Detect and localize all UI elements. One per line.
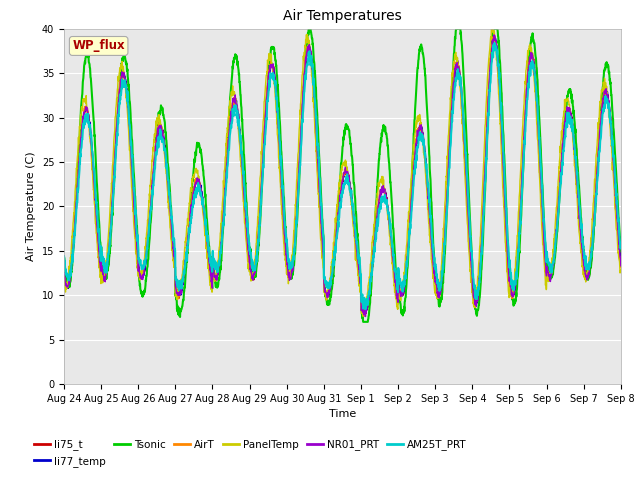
AM25T_PRT [371,243,379,249]
AirT [358,309,366,314]
li75_t [216,262,223,267]
li77_temp [360,313,368,319]
li75_t [371,237,379,242]
NR01_PRT [568,119,576,124]
NR01_PRT [60,271,68,276]
PanelTemp [216,244,223,250]
li77_temp [358,305,366,311]
Line: AM25T_PRT: AM25T_PRT [64,43,621,309]
AM25T_PRT [617,242,625,248]
PanelTemp [60,275,68,280]
Text: WP_flux: WP_flux [72,39,125,52]
Line: li77_temp: li77_temp [64,37,621,316]
Line: PanelTemp: PanelTemp [64,29,621,316]
AirT [359,313,367,319]
AM25T_PRT [505,254,513,260]
Tsonic [359,319,367,325]
AM25T_PRT [358,292,366,298]
PanelTemp [358,309,366,315]
li77_temp [617,257,625,263]
Tsonic [371,218,379,224]
AirT [505,276,513,281]
li75_t [584,274,591,280]
AM25T_PRT [584,262,591,268]
NR01_PRT [216,261,223,267]
AM25T_PRT [60,253,68,259]
li75_t [358,307,366,312]
Line: NR01_PRT: NR01_PRT [64,35,621,316]
li75_t [60,268,68,274]
AirT [584,274,591,279]
Tsonic [306,26,314,32]
Title: Air Temperatures: Air Temperatures [283,10,402,24]
NR01_PRT [505,271,513,276]
li77_temp [505,264,513,269]
AirT [60,271,68,277]
Tsonic [505,255,513,261]
AirT [216,258,223,264]
X-axis label: Time: Time [329,409,356,419]
PanelTemp [371,215,379,221]
Tsonic [568,100,576,106]
NR01_PRT [584,273,591,278]
Tsonic [60,254,68,260]
Legend: li75_t, li77_temp, Tsonic, AirT, PanelTemp, NR01_PRT, AM25T_PRT: li75_t, li77_temp, Tsonic, AirT, PanelTe… [30,435,471,471]
NR01_PRT [358,306,366,312]
li75_t [362,311,369,317]
NR01_PRT [371,235,379,241]
li75_t [505,264,513,270]
NR01_PRT [490,32,498,38]
PanelTemp [488,26,495,32]
AM25T_PRT [216,263,223,268]
Line: li75_t: li75_t [64,36,621,314]
AM25T_PRT [568,117,576,122]
AirT [568,127,576,133]
li77_temp [371,240,379,246]
PanelTemp [584,267,591,273]
AirT [371,230,379,236]
AirT [617,264,625,270]
NR01_PRT [617,263,625,269]
li75_t [617,258,625,264]
li77_temp [216,262,223,268]
PanelTemp [505,290,513,296]
li75_t [490,34,498,39]
Line: Tsonic: Tsonic [64,29,621,322]
NR01_PRT [362,313,369,319]
PanelTemp [568,128,576,134]
li77_temp [491,34,499,40]
li77_temp [568,119,576,124]
Tsonic [617,249,625,254]
li77_temp [60,266,68,272]
AM25T_PRT [491,40,499,46]
PanelTemp [617,267,625,273]
AM25T_PRT [362,306,369,312]
AirT [490,32,498,37]
Tsonic [359,314,367,320]
Tsonic [584,275,591,281]
PanelTemp [359,313,367,319]
Tsonic [216,276,223,282]
Line: AirT: AirT [64,35,621,316]
Y-axis label: Air Temperature (C): Air Temperature (C) [26,152,36,261]
li77_temp [584,271,591,276]
li75_t [568,119,576,124]
